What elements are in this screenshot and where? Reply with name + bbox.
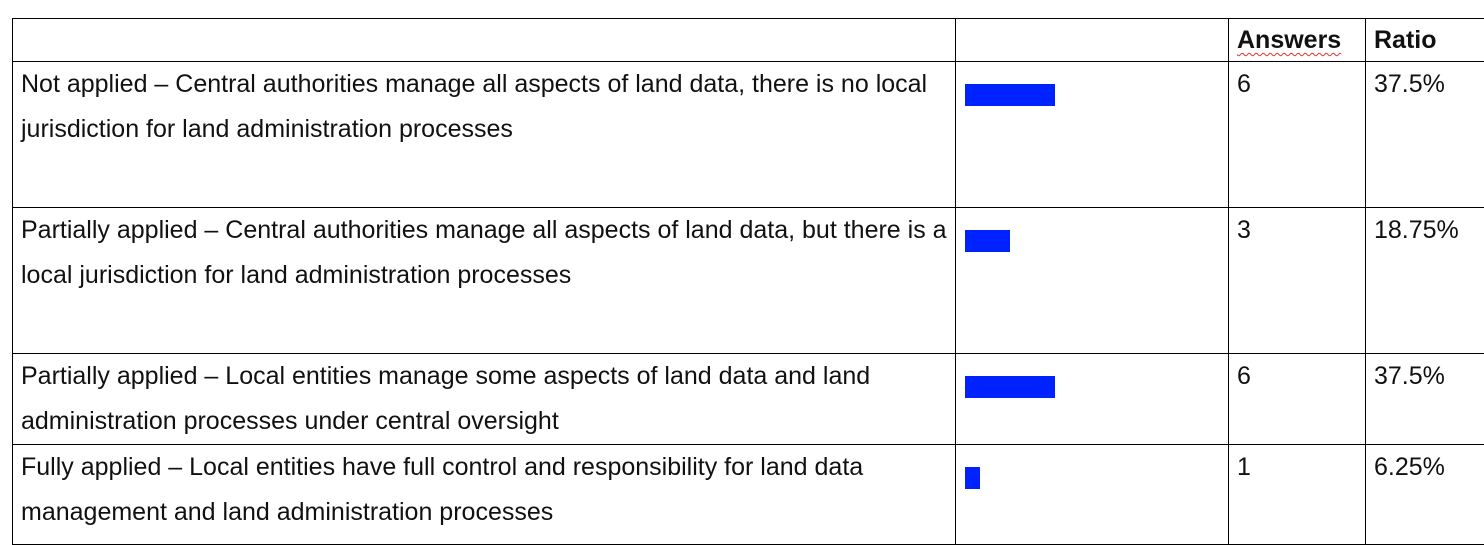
results-table: Answers Ratio Not applied – Central auth… [12,18,1484,545]
table-row: Partially applied – Central authorities … [13,208,1484,354]
answers-cell: 1 [1229,445,1366,545]
answer-bar [965,84,1055,106]
header-cell [13,19,956,62]
label-cell: Not applied – Central authorities manage… [13,62,956,208]
table-row: Not applied – Central authorities manage… [13,62,1484,208]
bar-cell [956,445,1229,545]
label-cell: Partially applied – Local entities manag… [13,354,956,445]
answers-cell: 6 [1229,354,1366,445]
answer-bar [965,230,1010,252]
label-cell: Fully applied – Local entities have full… [13,445,956,545]
bar-cell [956,208,1229,354]
answer-bar [965,467,980,489]
ratio-cell: 37.5% [1366,354,1484,445]
ratio-cell: 18.75% [1366,208,1484,354]
ratio-cell: 37.5% [1366,62,1484,208]
bar-cell [956,354,1229,445]
table-row: Fully applied – Local entities have full… [13,445,1484,545]
header-cell: Answers [1229,19,1366,62]
table-row: Partially applied – Local entities manag… [13,354,1484,445]
answer-bar [965,376,1055,398]
header-cell: Ratio [1366,19,1484,62]
header-text: Answers [1237,26,1341,54]
answers-cell: 3 [1229,208,1366,354]
header-text: Ratio [1374,26,1437,54]
page: Answers Ratio Not applied – Central auth… [0,0,1484,533]
bar-cell [956,62,1229,208]
label-cell: Partially applied – Central authorities … [13,208,956,354]
table-body: Answers Ratio Not applied – Central auth… [13,19,1484,545]
answers-cell: 6 [1229,62,1366,208]
ratio-cell: 6.25% [1366,445,1484,545]
header-row: Answers Ratio [13,19,1484,62]
header-cell [956,19,1229,62]
